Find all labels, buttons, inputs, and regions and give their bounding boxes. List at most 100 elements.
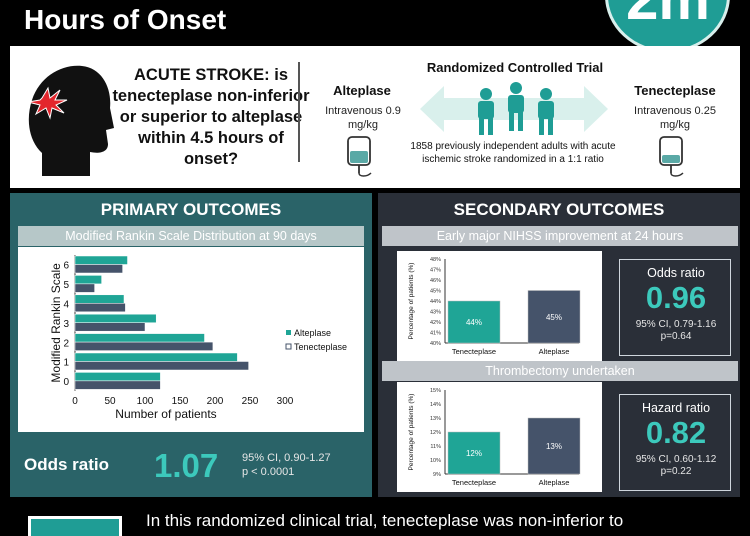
mrs-x-tick-label: 200 bbox=[207, 396, 224, 407]
nihss-bar bbox=[447, 300, 501, 344]
thromb-y-tick-label: 14% bbox=[430, 402, 441, 408]
intro-panel bbox=[10, 46, 740, 188]
nihss-y-tick-label: 48% bbox=[430, 257, 441, 263]
thromb-stat-label: Hazard ratio bbox=[641, 401, 711, 415]
nihss-y-tick-label: 41% bbox=[430, 331, 441, 337]
mrs-y-tick-label: 1 bbox=[63, 358, 69, 369]
mrs-x-tick-label: 0 bbox=[72, 396, 78, 407]
mrs-legend-label-alteplase: Alteplase bbox=[294, 328, 331, 338]
thromb-bar bbox=[447, 431, 501, 475]
alteplase-title: Alteplase bbox=[333, 83, 391, 98]
thromb-y-tick-label: 12% bbox=[430, 430, 441, 436]
nihss-x-tick-label: Alteplase bbox=[539, 347, 570, 356]
mrs-bar-tenecteplase bbox=[74, 380, 161, 390]
head-icon bbox=[27, 65, 114, 176]
nihss-chart-subtitle: Early major NIHSS improvement at 24 hour… bbox=[382, 226, 738, 246]
mrs-x-tick-label: 300 bbox=[277, 396, 294, 407]
mrs-bar-alteplase bbox=[74, 372, 161, 382]
mrs-bar-tenecteplase bbox=[74, 341, 214, 351]
stroke-burst-icon bbox=[27, 86, 68, 120]
secondary-outcomes-title: SECONDARY OUTCOMES bbox=[453, 200, 665, 219]
mrs-bar-alteplase bbox=[74, 275, 102, 285]
thromb-y-tick-label: 15% bbox=[430, 388, 441, 394]
thromb-data-label: 13% bbox=[546, 442, 562, 451]
thrombectomy-chart: 9% 10% 11% 12% 13% 14% 15% 12% Tenecteplase 13% Al… bbox=[408, 388, 581, 487]
tenecteplase-dose: Intravenous 0.25 mg/kg bbox=[634, 105, 716, 131]
nihss-x-tick-label: Tenecteplase bbox=[452, 347, 496, 356]
nihss-y-tick-label: 40% bbox=[430, 341, 441, 347]
thromb-y-tick-label: 9% bbox=[433, 472, 441, 478]
nihss-y-tick-label: 46% bbox=[430, 278, 441, 284]
primary-p-text: p < 0.0001 bbox=[242, 466, 295, 478]
mrs-distribution-chart: 0 50 100 150 200 250 300 0 1 2 3 4 5 6 Number of patie… bbox=[49, 255, 347, 421]
thromb-x-tick-label: Alteplase bbox=[539, 478, 570, 487]
nihss-y-tick-label: 43% bbox=[430, 310, 441, 316]
logo-text: 2m bbox=[608, 0, 728, 50]
mrs-y-axis-label: Modified Rankin Scale bbox=[49, 263, 63, 383]
mrs-x-tick-label: 50 bbox=[104, 396, 116, 407]
thrombectomy-hazard-box: Hazard ratio 0.82 95% CI, 0.60-1.12 p=0.… bbox=[619, 394, 731, 491]
page-title: Hours of Onset bbox=[24, 4, 227, 35]
trial-description: 1858 previously independent adults with … bbox=[410, 141, 616, 165]
mrs-bar-alteplase bbox=[74, 352, 238, 362]
mrs-bar-alteplase bbox=[74, 255, 128, 265]
mrs-x-axis-label: Number of patients bbox=[115, 407, 216, 421]
nihss-p-text: p=0.64 bbox=[660, 331, 692, 342]
conclusion-icon bbox=[28, 516, 122, 536]
thromb-x-tick-label: Tenecteplase bbox=[452, 478, 496, 487]
mrs-chart-subtitle: Modified Rankin Scale Distribution at 90… bbox=[18, 226, 364, 246]
mrs-bar-tenecteplase bbox=[74, 283, 95, 293]
primary-outcomes-title: PRIMARY OUTCOMES bbox=[100, 200, 282, 219]
mrs-bar-tenecteplase bbox=[74, 361, 249, 371]
mrs-bar-alteplase bbox=[74, 333, 205, 343]
iv-bag-icon-tenecteplase bbox=[659, 136, 684, 177]
thromb-y-axis-label: Percentage of patients (%) bbox=[408, 394, 415, 471]
nihss-y-tick-label: 44% bbox=[430, 299, 441, 305]
nihss-y-tick-label: 47% bbox=[430, 268, 441, 274]
thrombectomy-chart-subtitle: Thrombectomy undertaken bbox=[382, 361, 738, 381]
mrs-legend-label-tenecteplase: Tenecteplase bbox=[294, 342, 347, 352]
mrs-bar-tenecteplase bbox=[74, 303, 126, 313]
intro-divider bbox=[298, 62, 300, 162]
thromb-data-label: 12% bbox=[466, 449, 482, 458]
conclusion-text: In this randomized clinical trial, tenec… bbox=[146, 511, 624, 530]
conclusion-bar bbox=[10, 502, 740, 536]
mrs-x-tick-label: 150 bbox=[172, 396, 189, 407]
nihss-stat-value: 0.96 bbox=[645, 280, 707, 315]
nihss-ci-text: 95% CI, 0.79-1.16 bbox=[635, 319, 717, 330]
mrs-y-tick-label: 5 bbox=[63, 280, 69, 291]
mrs-x-tick-label: 100 bbox=[137, 396, 154, 407]
nihss-data-label: 45% bbox=[546, 313, 562, 322]
thromb-y-tick-label: 11% bbox=[430, 444, 441, 450]
nihss-bar bbox=[527, 290, 581, 344]
mrs-x-tick-label: 250 bbox=[242, 396, 259, 407]
mrs-bar-tenecteplase bbox=[74, 264, 123, 274]
nihss-y-axis-label: Percentage of patients (%) bbox=[408, 263, 415, 340]
mrs-y-tick-label: 0 bbox=[63, 377, 69, 388]
alteplase-dose: Intravenous 0.9 mg/kg bbox=[325, 105, 401, 131]
study-question: ACUTE STROKE: is tenecteplase non-inferi… bbox=[112, 66, 310, 168]
primary-ci-text: 95% CI, 0.90-1.27 bbox=[242, 452, 331, 464]
mrs-y-tick-label: 6 bbox=[63, 261, 69, 272]
mrs-legend-swatch-alteplase bbox=[286, 330, 291, 335]
nihss-y-tick-label: 42% bbox=[430, 320, 441, 326]
trial-title: Randomized Controlled Trial bbox=[426, 60, 604, 75]
thromb-y-tick-label: 13% bbox=[430, 416, 441, 422]
thromb-y-tick-label: 10% bbox=[430, 458, 441, 464]
nihss-y-tick-label: 45% bbox=[430, 289, 441, 295]
mrs-y-tick-label: 3 bbox=[63, 319, 69, 330]
iv-bag-icon-alteplase bbox=[347, 136, 372, 177]
mrs-bar-tenecteplase bbox=[74, 322, 146, 332]
mrs-legend-swatch-tenecteplase bbox=[285, 343, 292, 350]
nihss-data-label: 44% bbox=[466, 318, 482, 327]
nihss-odds-box: Odds ratio 0.96 95% CI, 0.79-1.16 p=0.64 bbox=[619, 259, 731, 356]
thromb-p-text: p=0.22 bbox=[660, 466, 692, 477]
nihss-chart: 40% 41% 42% 43% 44% 45% 46% 47% 48% 44% Tenectepla… bbox=[408, 257, 581, 356]
randomization-arrow-icon bbox=[420, 82, 608, 135]
primary-odds-label: Odds ratio bbox=[24, 455, 110, 474]
mrs-bar-alteplase bbox=[74, 294, 125, 304]
mrs-y-tick-label: 2 bbox=[63, 338, 69, 349]
primary-odds-ci: 95% CI, 0.90-1.27 p < 0.0001 bbox=[242, 451, 331, 479]
people-icon bbox=[478, 82, 554, 135]
nihss-stat-label: Odds ratio bbox=[647, 266, 705, 280]
